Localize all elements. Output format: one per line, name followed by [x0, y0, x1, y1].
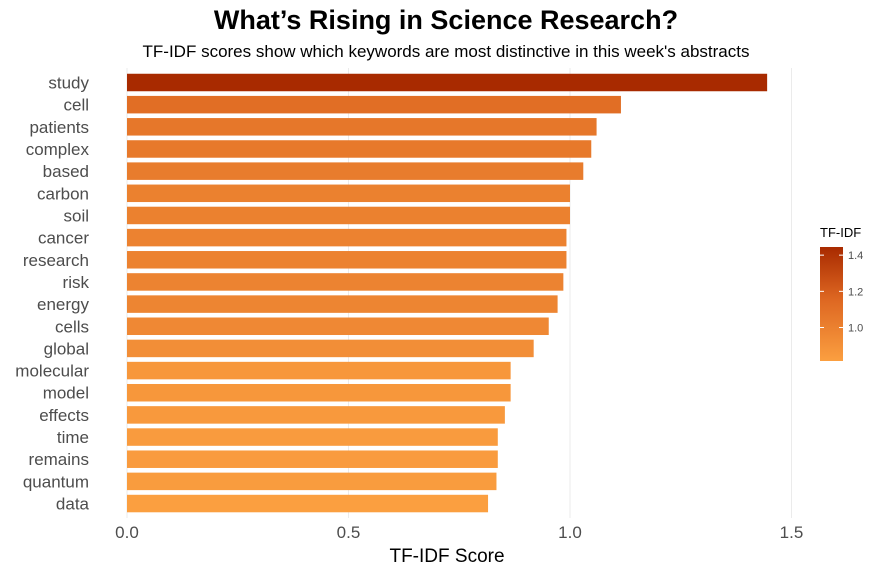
category-label-energy: energy — [37, 295, 89, 314]
category-label-quantum: quantum — [23, 472, 89, 491]
bar-molecular — [127, 361, 511, 380]
bar-data — [127, 494, 489, 513]
legend-ticks: 1.0 1.2 1.4 — [820, 250, 863, 335]
chart-title: What’s Rising in Science Research? — [214, 5, 678, 35]
legend: TF-IDF 1.0 1.2 1.4 — [820, 225, 863, 361]
bar-risk — [127, 273, 564, 291]
category-label-risk: risk — [63, 273, 90, 292]
legend-color-bar — [820, 247, 843, 361]
x-tick-label-3: 1.5 — [780, 523, 804, 542]
category-label-remains: remains — [29, 450, 89, 469]
bar-model — [127, 383, 511, 402]
bar-quantum — [127, 472, 497, 491]
bar-global — [127, 339, 534, 358]
legend-tick-label-2: 1.4 — [848, 250, 863, 262]
x-axis-title: TF-IDF Score — [389, 546, 504, 567]
category-label-cell: cell — [63, 96, 89, 115]
bar-effects — [127, 406, 505, 424]
category-labels: study cell patients complex based carbon soil c… — [15, 74, 89, 514]
category-label-effects: effects — [39, 406, 89, 425]
legend-title: TF-IDF — [820, 225, 861, 240]
x-tick-label-1: 0.5 — [337, 523, 361, 542]
bar-research — [127, 251, 567, 269]
bar-energy — [127, 295, 558, 313]
category-label-complex: complex — [26, 140, 90, 159]
bar-time — [127, 428, 498, 446]
category-label-research: research — [23, 251, 89, 270]
bar-carbon — [127, 184, 570, 203]
bars — [127, 73, 768, 513]
category-label-carbon: carbon — [37, 184, 89, 203]
bar-cells — [127, 317, 549, 336]
bar-based — [127, 162, 584, 180]
bar-remains — [127, 450, 498, 468]
bar-patients — [127, 118, 597, 136]
x-tick-label-2: 1.0 — [558, 523, 582, 542]
x-axis-ticks: 0.0 0.5 1.0 1.5 — [115, 523, 803, 542]
bar-cancer — [127, 228, 567, 247]
chart-subtitle: TF-IDF scores show which keywords are mo… — [143, 42, 750, 61]
category-label-cancer: cancer — [38, 229, 89, 248]
bar-study — [127, 73, 768, 92]
bar-soil — [127, 206, 570, 225]
category-label-soil: soil — [63, 206, 89, 225]
category-label-study: study — [48, 74, 89, 93]
legend-tick-label-1: 1.2 — [848, 286, 863, 298]
category-label-data: data — [56, 495, 90, 514]
category-label-cells: cells — [55, 317, 89, 336]
legend-tick-label-0: 1.0 — [848, 323, 863, 335]
category-label-based: based — [43, 162, 89, 181]
bar-cell — [127, 95, 621, 114]
category-label-time: time — [57, 428, 89, 447]
category-label-global: global — [44, 339, 89, 358]
category-label-model: model — [43, 384, 89, 403]
x-tick-label-0: 0.0 — [115, 523, 139, 542]
category-label-patients: patients — [29, 118, 89, 137]
bar-complex — [127, 140, 592, 158]
category-label-molecular: molecular — [15, 362, 89, 381]
